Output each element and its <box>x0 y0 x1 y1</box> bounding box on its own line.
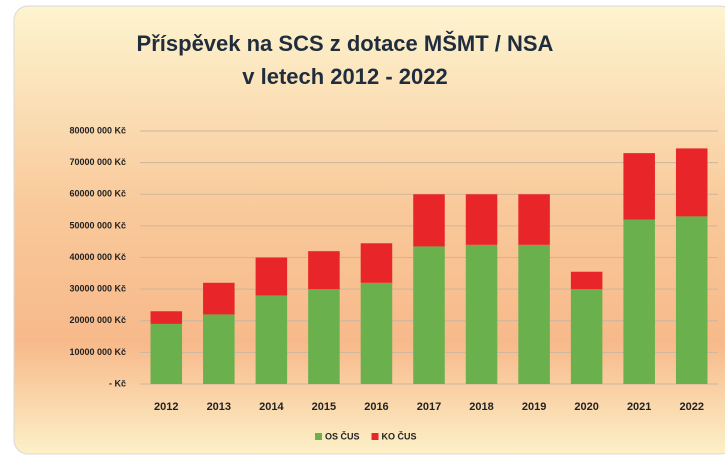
x-tick-label: 2017 <box>417 401 441 413</box>
bar-segment <box>518 194 550 245</box>
bar-segment <box>675 216 708 384</box>
chart-title: v letech 2012 - 2022 <box>242 64 447 89</box>
bar-segment <box>570 289 603 384</box>
x-tick-label: 2012 <box>154 401 178 413</box>
x-tick-label: 2018 <box>469 401 493 413</box>
x-tick-label: 2014 <box>259 401 284 413</box>
bar-segment <box>203 314 235 384</box>
legend-label: KO ČUS <box>382 430 417 441</box>
x-tick-label: 2016 <box>364 401 388 413</box>
chart-title: Příspěvek na SCS z dotace MŠMT / NSA <box>137 31 554 56</box>
bar-segment <box>360 282 393 384</box>
legend-swatch <box>371 433 379 440</box>
bar-segment <box>518 244 550 384</box>
legend-swatch <box>315 433 322 440</box>
bar-segment <box>623 219 655 384</box>
bar-segment <box>150 323 183 384</box>
y-tick-label: 10000 000 Kč <box>69 347 126 357</box>
bar-segment <box>203 282 235 315</box>
bar-segment <box>360 243 393 283</box>
bar-segment <box>465 194 498 245</box>
bar-segment <box>413 246 445 384</box>
y-tick-label: 50000 000 Kč <box>69 220 126 230</box>
y-tick-label: 40000 000 Kč <box>69 252 126 262</box>
y-tick-label: 80000 000 Kč <box>69 125 126 135</box>
x-tick-label: 2019 <box>522 401 546 413</box>
bar-segment <box>413 194 445 247</box>
y-tick-label: 20000 000 Kč <box>69 315 126 325</box>
bar-segment <box>308 251 340 290</box>
x-tick-label: 2022 <box>679 401 703 413</box>
bar-segment <box>255 257 288 296</box>
x-tick-label: 2021 <box>627 401 651 413</box>
bar-segment <box>675 148 708 217</box>
y-tick-label: 30000 000 Kč <box>69 284 126 294</box>
bar-segment <box>623 153 655 220</box>
y-tick-label: - Kč <box>109 378 126 388</box>
bar-segment <box>308 289 340 384</box>
bar-segment <box>570 271 603 290</box>
y-tick-label: 60000 000 Kč <box>69 189 126 199</box>
x-tick-label: 2020 <box>574 401 598 413</box>
bar-segment <box>465 244 498 384</box>
legend-label: OS ČUS <box>325 430 360 441</box>
x-tick-label: 2015 <box>312 401 336 413</box>
bar-segment <box>150 311 183 324</box>
y-tick-label: 70000 000 Kč <box>69 157 126 167</box>
x-tick-label: 2013 <box>207 401 231 413</box>
bar-segment <box>255 295 288 384</box>
